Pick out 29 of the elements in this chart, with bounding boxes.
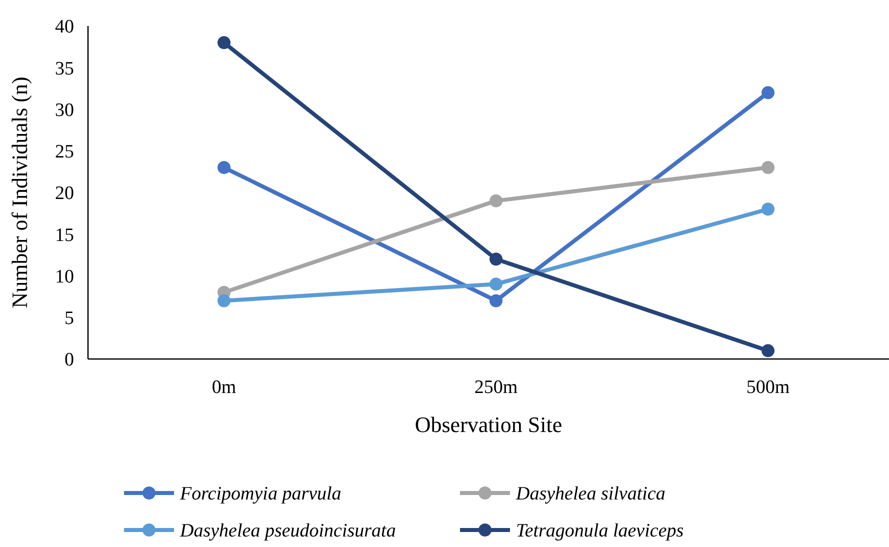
- legend-label: Dasyhelea silvatica: [515, 484, 666, 505]
- x-tick-label: 250m: [474, 377, 518, 398]
- x-tick-label: 0m: [212, 377, 236, 398]
- point: [490, 194, 502, 208]
- legend-label: Forcipomyia parvula: [179, 484, 342, 505]
- y-tick-label: 0: [64, 350, 74, 371]
- point: [762, 202, 774, 216]
- y-tick-label: 25: [55, 142, 74, 163]
- point: [490, 252, 502, 266]
- y-axis-title: Number of Individuals (n): [7, 76, 32, 308]
- point: [762, 161, 774, 174]
- y-tick-label: 30: [55, 100, 74, 121]
- legend-label: Dasyhelea pseudoincisurata: [179, 520, 396, 542]
- y-tick-label: 10: [55, 266, 74, 288]
- point: [490, 278, 502, 291]
- legend-label: Tetragonula laeviceps: [516, 520, 684, 542]
- y-tick-label: 20: [55, 183, 74, 204]
- x-tick-label: 500m: [746, 377, 790, 398]
- point: [218, 161, 230, 174]
- y-tick-label: 35: [55, 58, 74, 80]
- y-tick-label: 40: [55, 16, 74, 38]
- x-axis-title: Observation Site: [414, 412, 562, 437]
- point: [218, 294, 230, 308]
- point: [490, 294, 502, 308]
- point: [218, 36, 230, 50]
- point: [762, 86, 774, 100]
- y-tick-label: 15: [55, 224, 74, 246]
- point: [762, 344, 774, 358]
- y-tick-label: 5: [64, 308, 74, 330]
